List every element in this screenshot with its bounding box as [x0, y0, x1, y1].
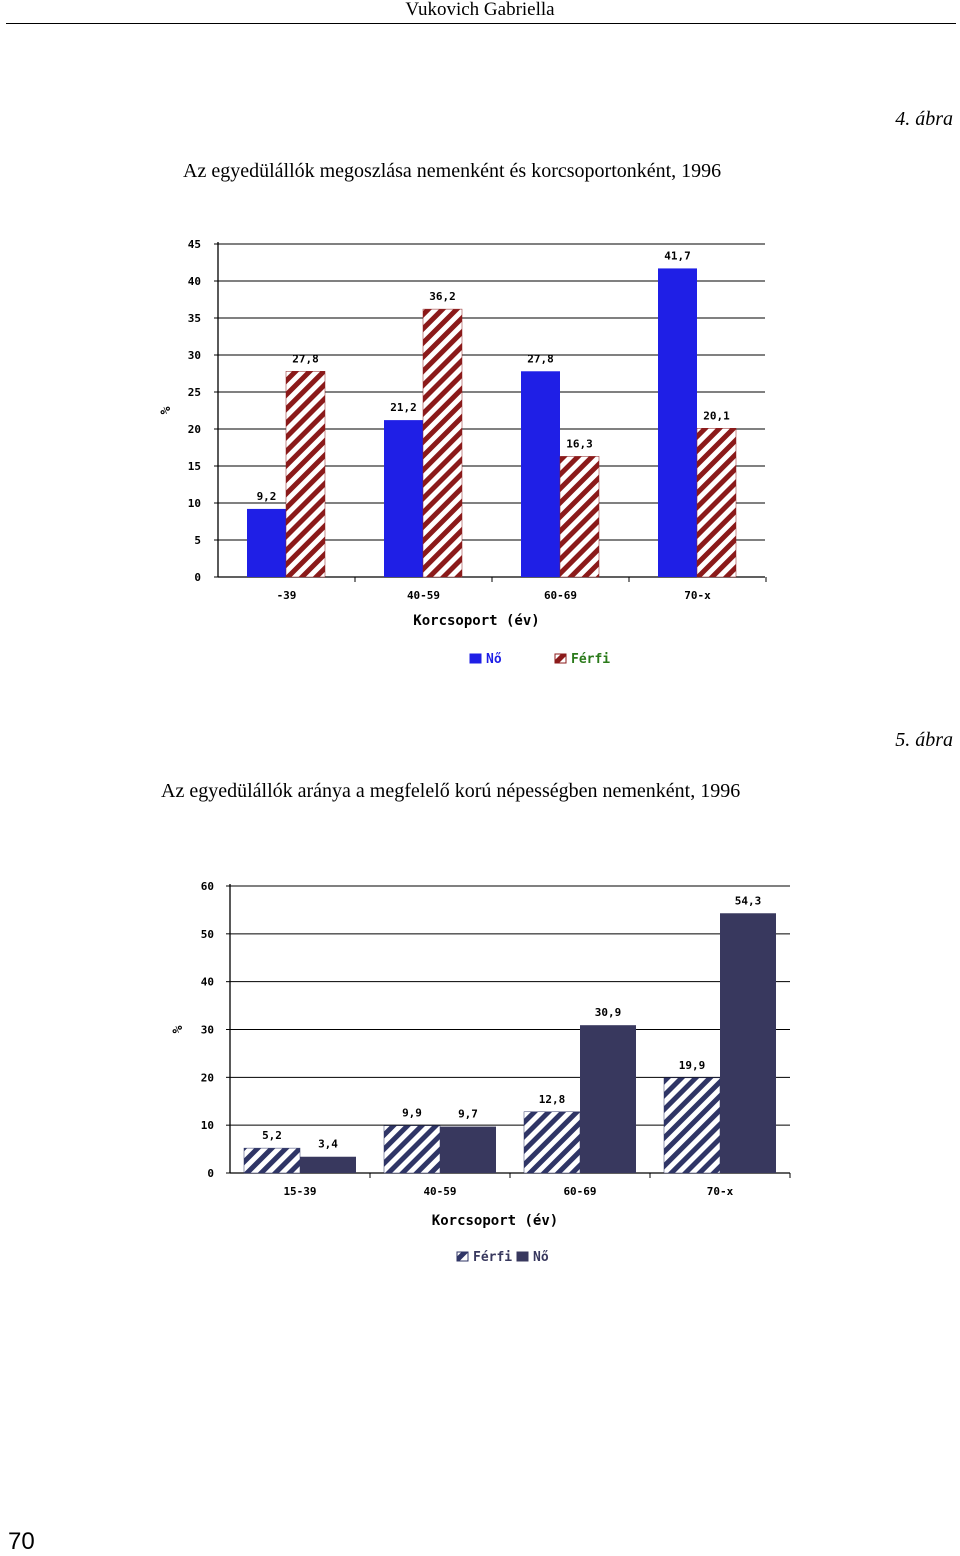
data-label: 27,8	[527, 352, 554, 365]
data-label: 27,8	[292, 352, 319, 365]
bar	[384, 420, 423, 577]
y-tick-label: 0	[207, 1167, 214, 1180]
data-label: 3,4	[318, 1138, 338, 1151]
data-label: 30,9	[595, 1006, 622, 1019]
bar	[243, 1147, 301, 1174]
data-label: 36,2	[429, 290, 456, 303]
data-label: 9,7	[458, 1108, 478, 1121]
bar	[521, 371, 560, 577]
bar	[559, 456, 600, 578]
data-label: 19,9	[679, 1059, 706, 1072]
figure-4-title: Az egyedülállók megoszlása nemenként és …	[183, 160, 722, 182]
x-tick-label: 70-x	[684, 589, 711, 602]
data-label: 41,7	[664, 249, 691, 262]
bar	[523, 1111, 581, 1174]
running-header: Vukovich Gabriella	[0, 0, 960, 24]
y-tick-label: 40	[188, 275, 201, 288]
bar	[422, 308, 463, 578]
bar	[300, 1156, 356, 1173]
legend-swatch	[469, 653, 482, 664]
bar	[696, 428, 737, 578]
y-tick-label: 25	[188, 386, 201, 399]
y-tick-label: 35	[188, 312, 201, 325]
x-tick-label: 60-69	[563, 1185, 596, 1198]
bar	[720, 913, 776, 1173]
legend-label: Nő	[533, 1250, 549, 1265]
y-tick-label: 10	[188, 497, 201, 510]
figure-4-label: 4. ábra	[895, 108, 953, 130]
data-label: 5,2	[262, 1129, 282, 1142]
chart-figure-5: 0 10 20 30 40 50 60% 5,2 3,4 15-39 9,9 9,7 40-59 12,8…	[171, 880, 791, 1265]
bar	[663, 1077, 721, 1174]
page-number: 70	[8, 1528, 35, 1555]
data-label: 21,2	[390, 401, 417, 414]
bar	[383, 1125, 441, 1174]
y-tick-label: 0	[194, 571, 201, 584]
x-tick-label: 40-59	[407, 589, 440, 602]
bar	[247, 508, 286, 577]
bar	[440, 1126, 496, 1173]
bar	[580, 1025, 636, 1173]
y-tick-label: 15	[188, 460, 201, 473]
y-tick-label: 60	[201, 880, 214, 893]
x-tick-label: 15-39	[283, 1185, 316, 1198]
header-rule	[6, 23, 956, 24]
legend-swatch	[554, 653, 567, 664]
y-tick-label: 5	[194, 534, 201, 547]
x-axis-label: Korcsoport (év)	[432, 1213, 558, 1229]
y-axis-label: %	[171, 1025, 186, 1033]
legend-swatch	[516, 1251, 529, 1262]
bar	[658, 268, 697, 577]
x-axis-label: Korcsoport (év)	[413, 613, 539, 629]
author-name: Vukovich Gabriella	[405, 0, 555, 20]
legend-label: Nő	[486, 652, 502, 667]
x-tick-label: -39	[277, 589, 297, 602]
x-tick-label: 70-x	[707, 1185, 734, 1198]
data-label: 12,8	[539, 1093, 566, 1106]
data-label: 9,2	[257, 490, 277, 503]
y-tick-label: 30	[188, 349, 201, 362]
bar	[285, 371, 326, 578]
y-axis-label: %	[159, 406, 174, 414]
figure-5-title: Az egyedülállók aránya a megfelelő korú …	[161, 780, 741, 802]
x-tick-label: 40-59	[423, 1185, 456, 1198]
data-label: 9,9	[402, 1107, 422, 1120]
data-label: 54,3	[735, 894, 762, 907]
y-tick-label: 45	[188, 238, 201, 251]
x-tick-label: 60-69	[544, 589, 577, 602]
y-tick-label: 50	[201, 928, 214, 941]
y-tick-label: 30	[201, 1024, 214, 1037]
chart-figure-4: 0 5 10 15 20 25 30 35 40 45% 9,2 27,8 -39 21,2 36,2 40-…	[159, 238, 767, 667]
legend-swatch	[456, 1251, 469, 1262]
figure-5-label: 5. ábra	[895, 729, 953, 751]
data-label: 16,3	[566, 437, 593, 450]
y-tick-label: 10	[201, 1119, 214, 1132]
legend-label: Férfi	[473, 1250, 512, 1265]
legend-label: Férfi	[571, 652, 610, 667]
y-tick-label: 40	[201, 976, 214, 989]
y-tick-label: 20	[201, 1071, 214, 1084]
y-tick-label: 20	[188, 423, 201, 436]
data-label: 20,1	[703, 409, 730, 422]
